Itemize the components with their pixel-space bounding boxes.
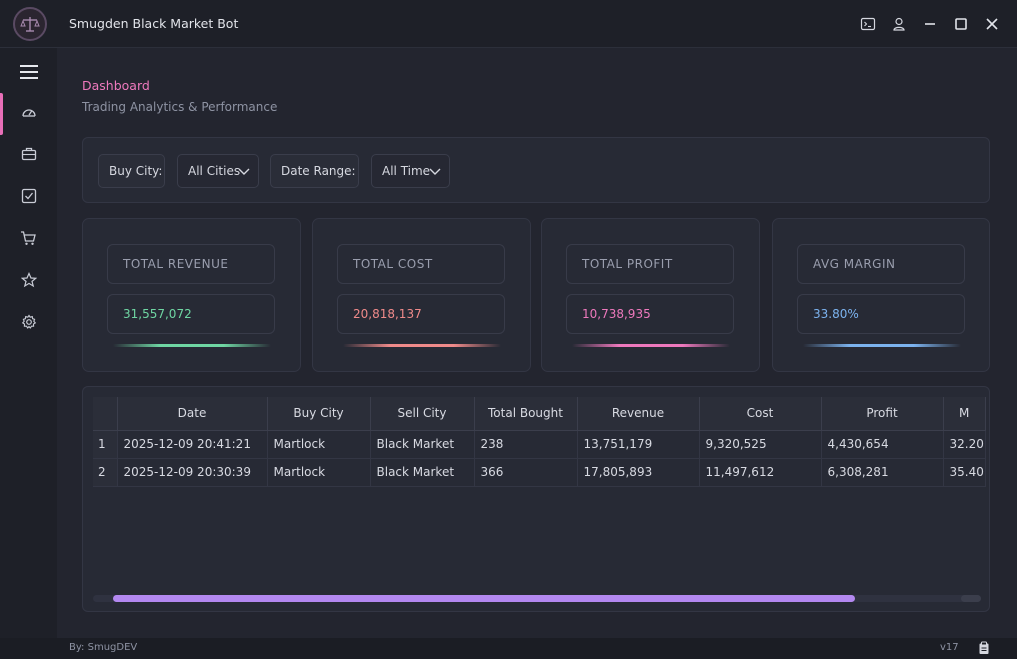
sidebar-item-inventory[interactable] xyxy=(0,135,57,177)
chevron-down-icon xyxy=(429,166,441,180)
hamburger-menu-icon[interactable] xyxy=(0,51,57,93)
version-label: v17 xyxy=(940,642,959,653)
column-header[interactable]: M xyxy=(943,397,986,431)
table-cell[interactable]: 6,308,281 xyxy=(821,458,944,487)
table-cell[interactable]: 11,497,612 xyxy=(699,458,822,487)
table-cell[interactable]: 17,805,893 xyxy=(577,458,700,487)
column-header[interactable]: Sell City xyxy=(370,397,475,431)
table-cell[interactable]: 4,430,654 xyxy=(821,430,944,459)
terminal-icon[interactable] xyxy=(856,12,880,36)
table-cell[interactable]: Martlock xyxy=(267,430,371,459)
clipboard-icon[interactable] xyxy=(978,641,990,658)
sidebar-item-dashboard[interactable] xyxy=(0,93,57,135)
sidebar xyxy=(0,48,57,638)
buy-city-select[interactable]: All Cities xyxy=(177,154,259,188)
checklist-icon xyxy=(21,188,37,208)
card-accent-line xyxy=(113,344,271,347)
card-value: 31,557,072 xyxy=(107,294,275,334)
status-bar: By: SmugDEV v17 xyxy=(0,638,1017,659)
dashboard-gauge-icon xyxy=(21,104,37,124)
column-header[interactable]: Revenue xyxy=(577,397,700,431)
total-revenue-card: TOTAL REVENUE 31,557,072 xyxy=(82,218,301,372)
author-label: By: SmugDEV xyxy=(69,642,138,653)
buy-city-label: Buy City: xyxy=(98,154,165,188)
sidebar-item-tasks[interactable] xyxy=(0,177,57,219)
card-accent-line xyxy=(343,344,501,347)
column-header[interactable]: Total Bought xyxy=(474,397,578,431)
total-profit-card: TOTAL PROFIT 10,738,935 xyxy=(541,218,760,372)
sidebar-item-settings[interactable] xyxy=(0,303,57,345)
horizontal-scrollbar-thumb[interactable] xyxy=(113,595,855,602)
maximize-icon[interactable] xyxy=(949,12,973,36)
table-cell[interactable]: 32.20 xyxy=(943,430,986,459)
close-icon[interactable] xyxy=(980,12,1004,36)
table-cell[interactable]: Black Market xyxy=(370,430,475,459)
card-value: 10,738,935 xyxy=(566,294,734,334)
column-header[interactable]: Date xyxy=(117,397,268,431)
filter-bar: Buy City: All Cities Date Range: All Tim… xyxy=(82,137,990,203)
card-label: AVG MARGIN xyxy=(797,244,965,284)
column-header[interactable]: Cost xyxy=(699,397,822,431)
date-range-select[interactable]: All Time xyxy=(371,154,450,188)
star-icon xyxy=(20,272,37,292)
sidebar-item-favorites[interactable] xyxy=(0,261,57,303)
table-cell[interactable]: Black Market xyxy=(370,458,475,487)
card-accent-line xyxy=(803,344,961,347)
table-cell[interactable]: Martlock xyxy=(267,458,371,487)
card-value: 33.80% xyxy=(797,294,965,334)
card-accent-line xyxy=(572,344,730,347)
chevron-down-icon xyxy=(238,166,250,180)
table-cell[interactable]: 366 xyxy=(474,458,578,487)
gear-icon xyxy=(21,314,37,334)
table-cell[interactable]: 13,751,179 xyxy=(577,430,700,459)
table-cell[interactable]: 238 xyxy=(474,430,578,459)
briefcase-icon xyxy=(21,146,37,166)
sidebar-item-market[interactable] xyxy=(0,219,57,261)
page-subtitle: Trading Analytics & Performance xyxy=(82,100,278,114)
column-header[interactable]: Profit xyxy=(821,397,944,431)
column-header[interactable]: Buy City xyxy=(267,397,371,431)
card-label: TOTAL REVENUE xyxy=(107,244,275,284)
table-cell[interactable]: 35.40 xyxy=(943,458,986,487)
date-range-label: Date Range: xyxy=(270,154,359,188)
minimize-icon[interactable] xyxy=(918,12,942,36)
table-cell[interactable]: 2025-12-09 20:41:21 xyxy=(117,430,268,459)
scales-logo-icon xyxy=(13,7,47,41)
user-icon[interactable] xyxy=(887,12,911,36)
table-row[interactable]: 2 2025-12-09 20:30:39 Martlock Black Mar… xyxy=(93,458,986,487)
row-number-header xyxy=(93,397,118,431)
scrollbar-end-cap xyxy=(961,595,981,602)
table-header-row: Date Buy City Sell City Total Bought Rev… xyxy=(93,397,986,431)
table-cell[interactable]: 2025-12-09 20:30:39 xyxy=(117,458,268,487)
row-number: 1 xyxy=(93,430,118,459)
window-title: Smugden Black Market Bot xyxy=(69,16,239,31)
buy-city-value: All Cities xyxy=(188,164,241,178)
page-title: Dashboard xyxy=(82,78,150,93)
total-cost-card: TOTAL COST 20,818,137 xyxy=(312,218,531,372)
card-value: 20,818,137 xyxy=(337,294,505,334)
cart-icon xyxy=(20,230,37,250)
trades-table: Date Buy City Sell City Total Bought Rev… xyxy=(93,397,986,487)
title-bar: Smugden Black Market Bot xyxy=(0,0,1017,48)
row-number: 2 xyxy=(93,458,118,487)
card-label: TOTAL PROFIT xyxy=(566,244,734,284)
date-range-value: All Time xyxy=(382,164,431,178)
table-row[interactable]: 1 2025-12-09 20:41:21 Martlock Black Mar… xyxy=(93,430,986,459)
card-label: TOTAL COST xyxy=(337,244,505,284)
table-cell[interactable]: 9,320,525 xyxy=(699,430,822,459)
trades-table-panel: Date Buy City Sell City Total Bought Rev… xyxy=(82,386,990,612)
avg-margin-card: AVG MARGIN 33.80% xyxy=(772,218,990,372)
